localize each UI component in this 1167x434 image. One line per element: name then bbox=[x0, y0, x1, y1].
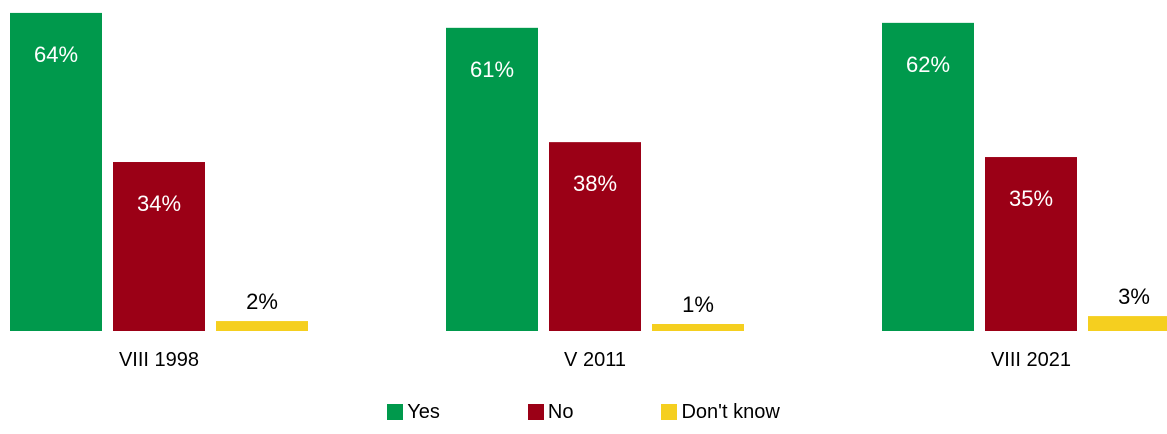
data-label-yes-v-2011: 61% bbox=[470, 57, 514, 82]
bar-no-v-2011 bbox=[549, 142, 641, 331]
bar-don-t-know-v-2011 bbox=[652, 324, 744, 331]
legend-label-yes: Yes bbox=[407, 400, 440, 423]
category-label-viii-2021: VIII 2021 bbox=[991, 349, 1071, 371]
legend: Yes No Don't know bbox=[0, 400, 1167, 424]
bar-no-viii-1998 bbox=[113, 162, 205, 331]
data-label-don-t-know-v-2011: 1% bbox=[682, 292, 714, 317]
data-label-yes-viii-1998: 64% bbox=[34, 42, 78, 67]
legend-label-no: No bbox=[547, 400, 574, 423]
legend-item-dont-know: Don't know bbox=[661, 400, 780, 424]
bar-yes-v-2011 bbox=[446, 27, 538, 332]
data-label-yes-viii-2021: 62% bbox=[906, 52, 950, 77]
legend-swatch-yes bbox=[387, 404, 404, 420]
data-label-don-t-know-viii-2021: 3% bbox=[1118, 284, 1150, 309]
bar-yes-viii-2021 bbox=[882, 22, 974, 332]
data-label-no-viii-1998: 34% bbox=[137, 191, 181, 216]
bar-don-t-know-viii-2021 bbox=[1088, 316, 1167, 331]
data-label-no-viii-2021: 35% bbox=[1009, 186, 1053, 211]
bar-don-t-know-viii-1998 bbox=[216, 321, 308, 331]
data-label-don-t-know-viii-1998: 2% bbox=[246, 289, 278, 314]
bar-yes-viii-1998 bbox=[10, 12, 102, 331]
legend-item-no: No bbox=[527, 400, 574, 424]
bar-no-viii-2021 bbox=[985, 157, 1077, 331]
category-label-v-2011: V 2011 bbox=[564, 349, 626, 371]
legend-swatch-no bbox=[527, 404, 544, 420]
legend-item-yes: Yes bbox=[387, 401, 440, 424]
legend-label-dont-know: Don't know bbox=[681, 400, 780, 423]
data-label-no-v-2011: 38% bbox=[573, 171, 617, 196]
legend-swatch-dont-know bbox=[661, 404, 678, 420]
category-label-viii-1998: VIII 1998 bbox=[119, 349, 199, 371]
